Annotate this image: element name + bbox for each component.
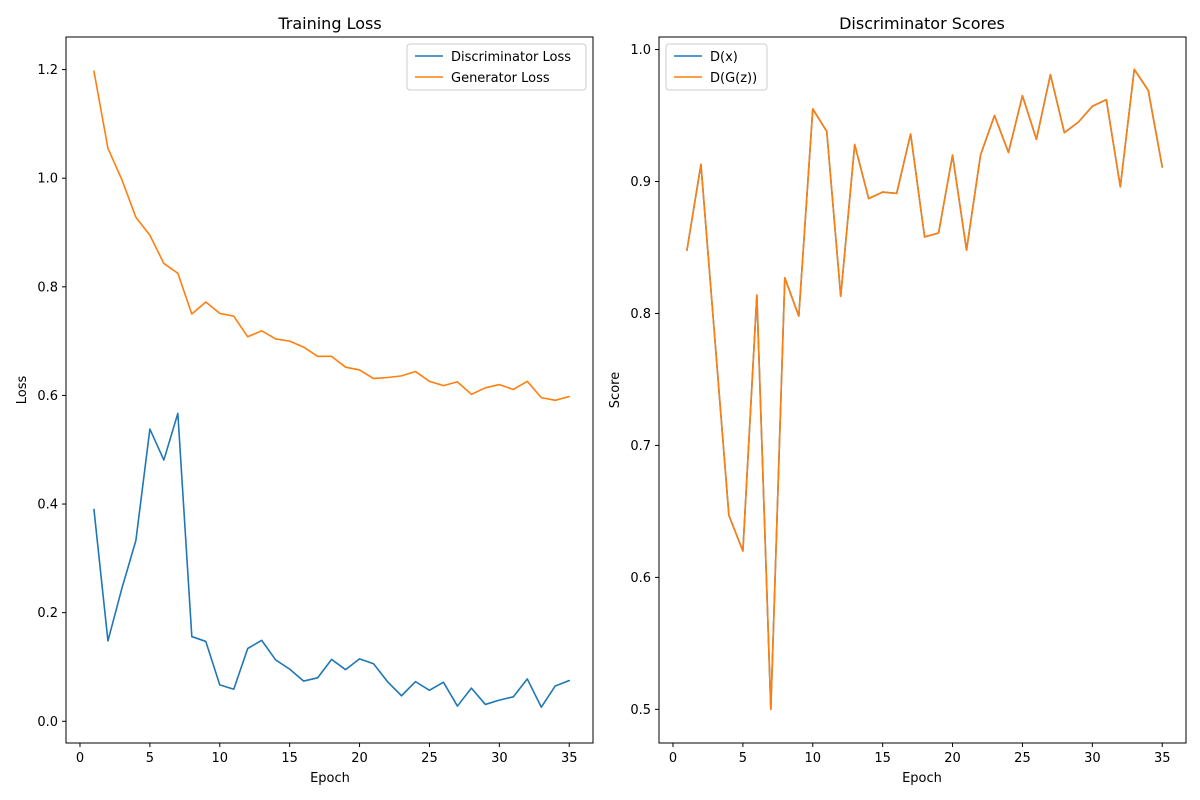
training-loss-x-tick-label: 0: [76, 751, 84, 766]
discriminator-scores-x-tick-label: 35: [1154, 751, 1171, 766]
discriminator-scores-x-tick-label: 15: [874, 751, 891, 766]
discriminator-scores-y-tick-label: 0.6: [630, 571, 651, 586]
discriminator-scores-ticks: 0 5 10 15 20 25 30 35 0.5 0.6 0.7 0.8 0.9 1.0: [630, 43, 1170, 766]
discriminator-scores-x-tick-label: 5: [739, 751, 747, 766]
discriminator-scores-x-tick-label: 25: [1014, 751, 1031, 766]
discriminator-scores-y-axis-label: Score: [608, 372, 623, 408]
discriminator-scores-y-tick-label: 0.5: [630, 703, 651, 718]
training-loss-x-tick-label: 25: [421, 751, 438, 766]
training-loss-y-tick-label: 0.6: [37, 389, 58, 404]
discriminator-scores-axes-frame: [658, 36, 1187, 744]
training-loss-x-tick-label: 20: [351, 751, 368, 766]
legend-label-d-g-z: D(G(z)): [710, 71, 757, 86]
training-loss-x-axis-label: Epoch: [310, 771, 350, 786]
discriminator-scores-y-tick-label: 0.8: [630, 307, 651, 322]
training-loss-y-axis-label: Loss: [15, 376, 30, 405]
training-loss-y-tick-label: 0.0: [37, 715, 58, 730]
discriminator-scores-title: Discriminator Scores: [839, 14, 1005, 33]
discriminator-scores-x-tick-label: 20: [944, 751, 961, 766]
discriminator-scores-y-tick-label: 1.0: [630, 43, 651, 58]
training-loss-series: [93, 70, 571, 708]
series-line-discriminator-loss: [93, 412, 571, 708]
training-loss-y-tick-label: 1.0: [37, 172, 58, 187]
training-loss-x-tick-label: 15: [281, 751, 298, 766]
series-line-generator-loss: [93, 70, 571, 402]
training-loss-ticks: 0 5 10 15 20 25 30 35 0.0 0.2 0.4 0.6 0.8 1.0 1.2: [37, 63, 577, 766]
training-loss-title: Training Loss: [277, 14, 381, 33]
discriminator-scores-series: [686, 68, 1164, 711]
discriminator-scores-x-tick-label: 30: [1084, 751, 1101, 766]
training-loss-y-tick-label: 0.2: [37, 606, 58, 621]
discriminator-scores-y-tick-label: 0.7: [630, 439, 651, 454]
training-loss-y-tick-label: 1.2: [37, 63, 58, 78]
discriminator-scores-y-tick-label: 0.9: [630, 175, 651, 190]
discriminator-scores-legend: D(x) D(G(z)): [665, 43, 768, 91]
training-loss-y-tick-label: 0.4: [37, 498, 58, 513]
training-loss-x-tick-label: 5: [146, 751, 154, 766]
training-loss-legend: Discriminator Loss Generator Loss: [406, 43, 587, 91]
training-loss-x-tick-label: 30: [491, 751, 508, 766]
training-loss-y-tick-label: 0.8: [37, 280, 58, 295]
training-loss-chart: Training Loss 0 5 10 15 20 25 30 35 0.0 0.2 0.4 0.6…: [15, 14, 594, 786]
training-loss-x-tick-label: 10: [211, 751, 228, 766]
discriminator-scores-x-axis-label: Epoch: [902, 771, 942, 786]
training-loss-axes-frame: [65, 36, 594, 744]
training-loss-x-tick-label: 35: [561, 751, 578, 766]
legend-label-d-x: D(x): [710, 50, 738, 65]
discriminator-scores-x-tick-label: 0: [669, 751, 677, 766]
training-loss-legend-frame: [406, 43, 587, 91]
discriminator-scores-x-tick-label: 10: [804, 751, 821, 766]
legend-label-generator-loss: Generator Loss: [451, 71, 550, 86]
legend-label-discriminator-loss: Discriminator Loss: [451, 50, 571, 65]
discriminator-scores-chart: Discriminator Scores 0 5 10 15 20 25 30 35 0.5 0.…: [608, 14, 1187, 786]
series-line-d-g-z: [686, 68, 1164, 711]
